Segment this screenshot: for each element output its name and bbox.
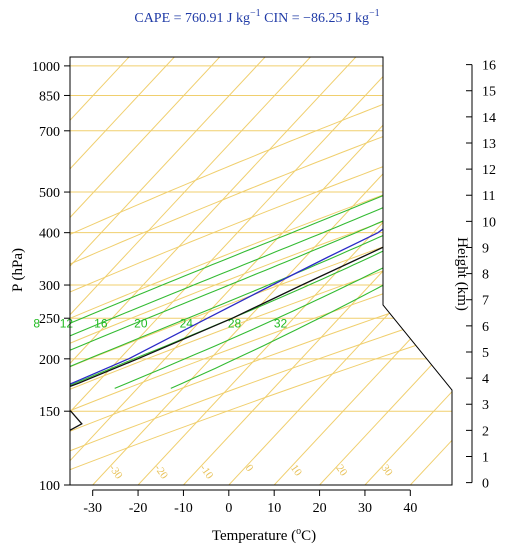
x-axis-title: Temperature (oC) bbox=[212, 526, 316, 544]
saturated-adiabat-label-32: 32 bbox=[274, 316, 288, 330]
p-tick-label-1000: 1000 bbox=[32, 60, 60, 75]
height-tick-label-11: 11 bbox=[482, 189, 495, 204]
dry-adiabat-70 bbox=[70, 57, 452, 485]
saturated-adiabat-28 bbox=[114, 57, 452, 389]
sounding-lines bbox=[70, 65, 452, 485]
saturated-adiabat-20 bbox=[70, 57, 452, 389]
height-tick-label-0: 0 bbox=[482, 477, 489, 492]
dry-adiabat-170 bbox=[70, 57, 452, 485]
isotherm-20 bbox=[301, 57, 452, 485]
height-tick-label-16: 16 bbox=[482, 59, 496, 74]
height-tick-label-1: 1 bbox=[482, 450, 489, 465]
height-tick-label-8: 8 bbox=[482, 268, 489, 283]
series-temperature bbox=[70, 65, 452, 485]
p-tick-label-850: 850 bbox=[39, 89, 60, 104]
height-tick-label-7: 7 bbox=[482, 294, 489, 309]
saturated-adiabat-8 bbox=[70, 57, 452, 389]
mixing-ratio-1 bbox=[428, 57, 452, 160]
x-tick-label--30: -30 bbox=[83, 501, 102, 516]
isotherm--40 bbox=[70, 57, 452, 485]
x-tick-label-20: 20 bbox=[313, 501, 327, 516]
dry-adiabat--30 bbox=[70, 57, 452, 485]
isotherm-label-0: 0 bbox=[243, 462, 256, 474]
height-tick-label-14: 14 bbox=[482, 111, 496, 126]
dry-adiabat-150 bbox=[70, 57, 452, 485]
p-tick-label-700: 700 bbox=[39, 125, 60, 140]
height-tick-label-9: 9 bbox=[482, 241, 489, 256]
dry-adiabat-110 bbox=[70, 57, 452, 485]
saturated-adiabat-12 bbox=[70, 57, 452, 389]
p-tick-label-150: 150 bbox=[39, 405, 60, 420]
x-tick-label-40: 40 bbox=[403, 501, 417, 516]
x-tick-label-10: 10 bbox=[267, 501, 281, 516]
isotherm--30 bbox=[74, 57, 452, 485]
isotherm--20 bbox=[119, 57, 452, 485]
saturated-adiabat-label-8: 8 bbox=[33, 316, 40, 330]
height-tick-label-5: 5 bbox=[482, 346, 489, 361]
chart-title: CAPE = 760.91 J kg−1 CIN = −86.25 J kg−1 bbox=[134, 8, 379, 26]
p-tick-label-500: 500 bbox=[39, 186, 60, 201]
height-tick-label-2: 2 bbox=[482, 424, 489, 439]
isotherm-label-20: 20 bbox=[333, 462, 349, 478]
saturated-adiabat-label-28: 28 bbox=[228, 316, 242, 330]
x-tick-label--10: -10 bbox=[174, 501, 193, 516]
isotherm--90 bbox=[70, 57, 229, 485]
dry-adiabat-50 bbox=[70, 57, 452, 485]
dry-adiabat-90 bbox=[70, 57, 452, 485]
isotherm-10 bbox=[255, 57, 452, 485]
saturated-adiabat-32 bbox=[170, 57, 452, 389]
dry-adiabat-10 bbox=[70, 57, 452, 485]
background-grid bbox=[70, 57, 452, 485]
height-tick-label-13: 13 bbox=[482, 137, 496, 152]
x-tick-label--20: -20 bbox=[129, 501, 148, 516]
height-tick-label-3: 3 bbox=[482, 398, 489, 413]
saturated-adiabat-label-16: 16 bbox=[94, 316, 108, 330]
dry-adiabat--10 bbox=[70, 57, 452, 485]
isotherm--80 bbox=[70, 57, 274, 485]
isotherm--100 bbox=[70, 57, 183, 485]
height-tick-label-4: 4 bbox=[482, 372, 489, 387]
y-axis-title: P (hPa) bbox=[10, 248, 26, 292]
p-tick-label-100: 100 bbox=[39, 479, 60, 494]
p-tick-label-250: 250 bbox=[39, 312, 60, 327]
x-tick-label-30: 30 bbox=[358, 501, 372, 516]
saturated-adiabat-24 bbox=[70, 57, 452, 389]
isotherm-label--20: -20 bbox=[152, 462, 171, 481]
isotherm-label--30: -30 bbox=[106, 462, 125, 481]
cin-exponent: −1 bbox=[369, 8, 380, 19]
isotherm--60 bbox=[70, 57, 365, 485]
height-tick-label-6: 6 bbox=[482, 320, 489, 335]
x-tick-label-0: 0 bbox=[225, 501, 232, 516]
isotherm-30 bbox=[346, 57, 452, 485]
cape-exponent: −1 bbox=[250, 8, 261, 19]
p-tick-label-300: 300 bbox=[39, 279, 60, 294]
cape-text: CAPE = 760.91 J kg bbox=[134, 11, 250, 26]
isotherm-label-10: 10 bbox=[288, 462, 304, 478]
isotherm--10 bbox=[165, 57, 452, 485]
saturated-adiabat-label-24: 24 bbox=[180, 316, 194, 330]
plot-frame bbox=[69, 56, 453, 486]
height-tick-label-12: 12 bbox=[482, 163, 496, 178]
isotherm-label-30: 30 bbox=[379, 462, 395, 478]
height-axis-title: Height (km) bbox=[454, 237, 470, 311]
isotherm-label--10: -10 bbox=[197, 462, 216, 481]
dry-adiabat-130 bbox=[70, 57, 452, 485]
series-dew-point bbox=[70, 65, 452, 485]
saturated-adiabat-16 bbox=[70, 57, 452, 389]
height-tick-label-10: 10 bbox=[482, 215, 496, 230]
isotherm--50 bbox=[70, 57, 410, 485]
saturated-adiabat-label-20: 20 bbox=[134, 316, 148, 330]
p-tick-label-400: 400 bbox=[39, 227, 60, 242]
cin-text: CIN = −86.25 J kg bbox=[261, 11, 369, 26]
dry-adiabat-30 bbox=[70, 57, 452, 485]
p-tick-label-200: 200 bbox=[39, 353, 60, 368]
height-tick-label-15: 15 bbox=[482, 85, 496, 100]
